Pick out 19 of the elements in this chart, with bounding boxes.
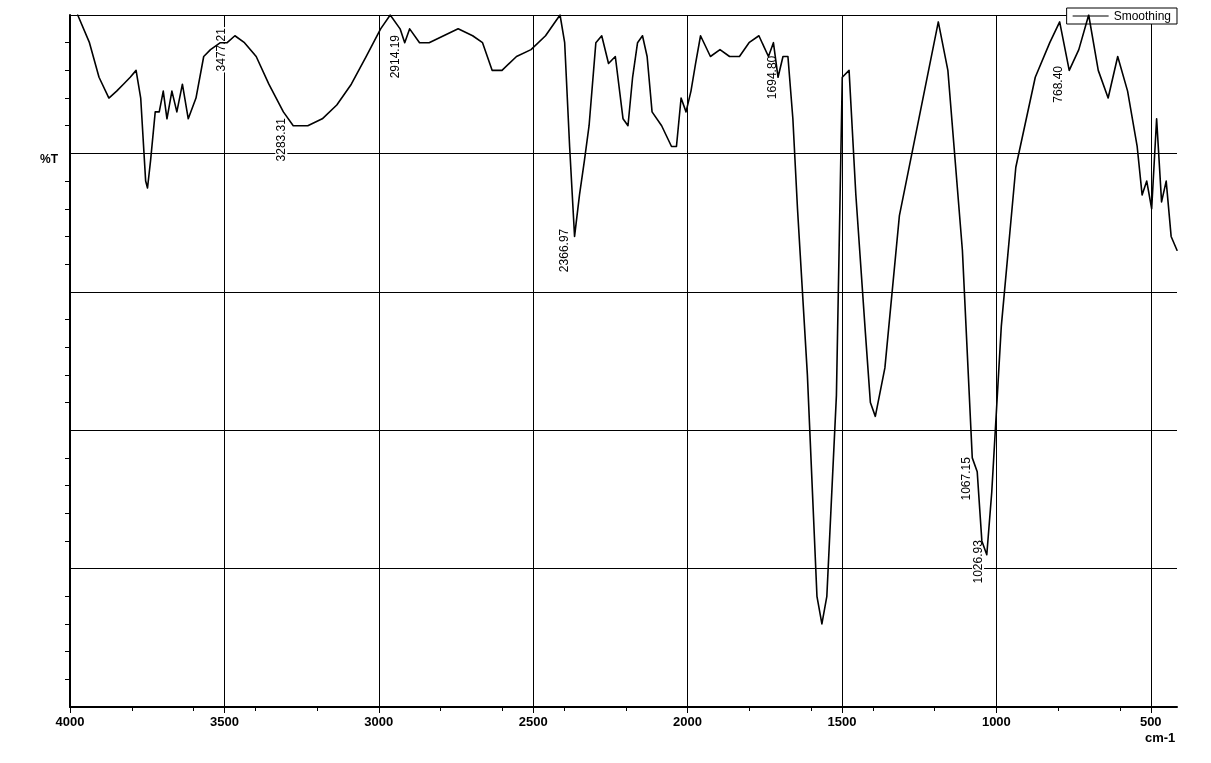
x-tick-label: 3000: [364, 714, 394, 729]
annotation: 2366.97: [557, 228, 572, 273]
x-tick-label: 2500: [518, 714, 548, 729]
x-tick-label: 4000: [55, 714, 85, 729]
annotation: 2914.19: [388, 34, 403, 79]
annotation: 3477.21: [214, 27, 229, 72]
annotation: 1694.80: [764, 55, 779, 100]
annotation: 1026.93: [971, 539, 986, 584]
x-tick-label: 3500: [209, 714, 239, 729]
x-axis-title: cm-1: [1145, 730, 1176, 745]
y-axis-title: %T: [40, 152, 59, 166]
x-tick-label: 500: [1139, 714, 1162, 729]
annotation: 1067.15: [958, 456, 973, 501]
annotation: 3283.31: [274, 117, 289, 162]
x-tick-label: 1500: [827, 714, 857, 729]
x-tick-label: 2000: [673, 714, 703, 729]
annotation: 768.40: [1050, 65, 1065, 103]
legend-label: Smoothing: [1113, 9, 1172, 23]
x-tick-label: 1000: [981, 714, 1011, 729]
